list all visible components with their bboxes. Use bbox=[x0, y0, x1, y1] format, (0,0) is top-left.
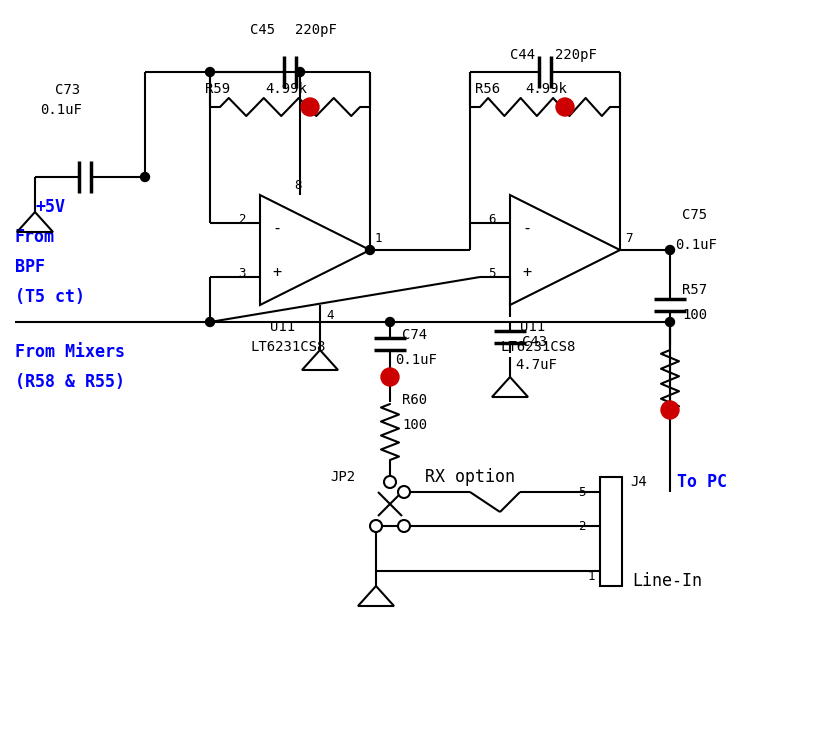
Circle shape bbox=[370, 520, 382, 532]
Text: To PC: To PC bbox=[677, 473, 727, 491]
Circle shape bbox=[301, 98, 319, 116]
Circle shape bbox=[398, 486, 410, 498]
Text: +: + bbox=[522, 265, 531, 279]
Text: (R58 & R55): (R58 & R55) bbox=[15, 373, 125, 391]
Text: U11: U11 bbox=[270, 320, 295, 334]
Text: R59: R59 bbox=[205, 82, 230, 96]
Text: 4.99k: 4.99k bbox=[265, 82, 307, 96]
Text: 2: 2 bbox=[238, 212, 245, 226]
Text: 3: 3 bbox=[238, 267, 245, 279]
Text: 1: 1 bbox=[588, 570, 596, 582]
Text: LT6231CS8: LT6231CS8 bbox=[500, 340, 575, 354]
Text: BPF: BPF bbox=[15, 258, 45, 276]
Text: 4: 4 bbox=[326, 309, 334, 321]
Text: 220pF: 220pF bbox=[555, 48, 597, 62]
Text: R56: R56 bbox=[475, 82, 500, 96]
Text: R60: R60 bbox=[402, 393, 427, 407]
Circle shape bbox=[381, 368, 399, 386]
Text: 100: 100 bbox=[402, 418, 427, 432]
Circle shape bbox=[295, 68, 304, 77]
Bar bbox=[600, 477, 622, 586]
Text: 100: 100 bbox=[682, 308, 707, 322]
Circle shape bbox=[556, 98, 574, 116]
Circle shape bbox=[398, 520, 410, 532]
Text: -: - bbox=[522, 220, 531, 236]
Text: U11: U11 bbox=[520, 320, 545, 334]
Text: 5: 5 bbox=[488, 267, 496, 279]
Circle shape bbox=[666, 245, 675, 254]
Text: JP2: JP2 bbox=[330, 470, 355, 484]
Circle shape bbox=[384, 476, 396, 488]
Text: 6: 6 bbox=[488, 212, 496, 226]
Circle shape bbox=[666, 318, 675, 326]
Text: -: - bbox=[272, 220, 281, 236]
Text: 0.1uF: 0.1uF bbox=[395, 353, 437, 367]
Text: 4.99k: 4.99k bbox=[525, 82, 567, 96]
Text: C73: C73 bbox=[55, 83, 80, 97]
Text: 4.7uF: 4.7uF bbox=[515, 358, 557, 372]
Text: 2: 2 bbox=[578, 520, 586, 533]
Text: C75: C75 bbox=[682, 208, 707, 222]
Circle shape bbox=[366, 245, 375, 254]
Text: J4: J4 bbox=[630, 475, 647, 489]
Text: From: From bbox=[15, 228, 55, 246]
Text: C45: C45 bbox=[250, 23, 275, 37]
Text: LT6231CS8: LT6231CS8 bbox=[250, 340, 326, 354]
Circle shape bbox=[661, 401, 679, 419]
Text: 5: 5 bbox=[578, 486, 586, 498]
Circle shape bbox=[385, 318, 394, 326]
Text: +: + bbox=[272, 265, 281, 279]
Text: R57: R57 bbox=[682, 283, 707, 297]
Text: (T5 ct): (T5 ct) bbox=[15, 288, 85, 306]
Text: C43: C43 bbox=[522, 335, 547, 349]
Text: 0.1uF: 0.1uF bbox=[675, 238, 717, 252]
Circle shape bbox=[141, 172, 150, 181]
Text: 220pF: 220pF bbox=[295, 23, 337, 37]
Circle shape bbox=[205, 68, 214, 77]
Text: +5V: +5V bbox=[35, 198, 65, 216]
Text: From Mixers: From Mixers bbox=[15, 343, 125, 361]
Text: 1: 1 bbox=[375, 231, 383, 245]
Text: 8: 8 bbox=[294, 178, 302, 192]
Text: C74: C74 bbox=[402, 328, 427, 342]
Text: 0.1uF: 0.1uF bbox=[40, 103, 82, 117]
Circle shape bbox=[205, 318, 214, 326]
Text: C44: C44 bbox=[510, 48, 535, 62]
Text: RX option: RX option bbox=[425, 468, 515, 486]
Text: 7: 7 bbox=[625, 231, 632, 245]
Text: Line-In: Line-In bbox=[632, 572, 702, 590]
